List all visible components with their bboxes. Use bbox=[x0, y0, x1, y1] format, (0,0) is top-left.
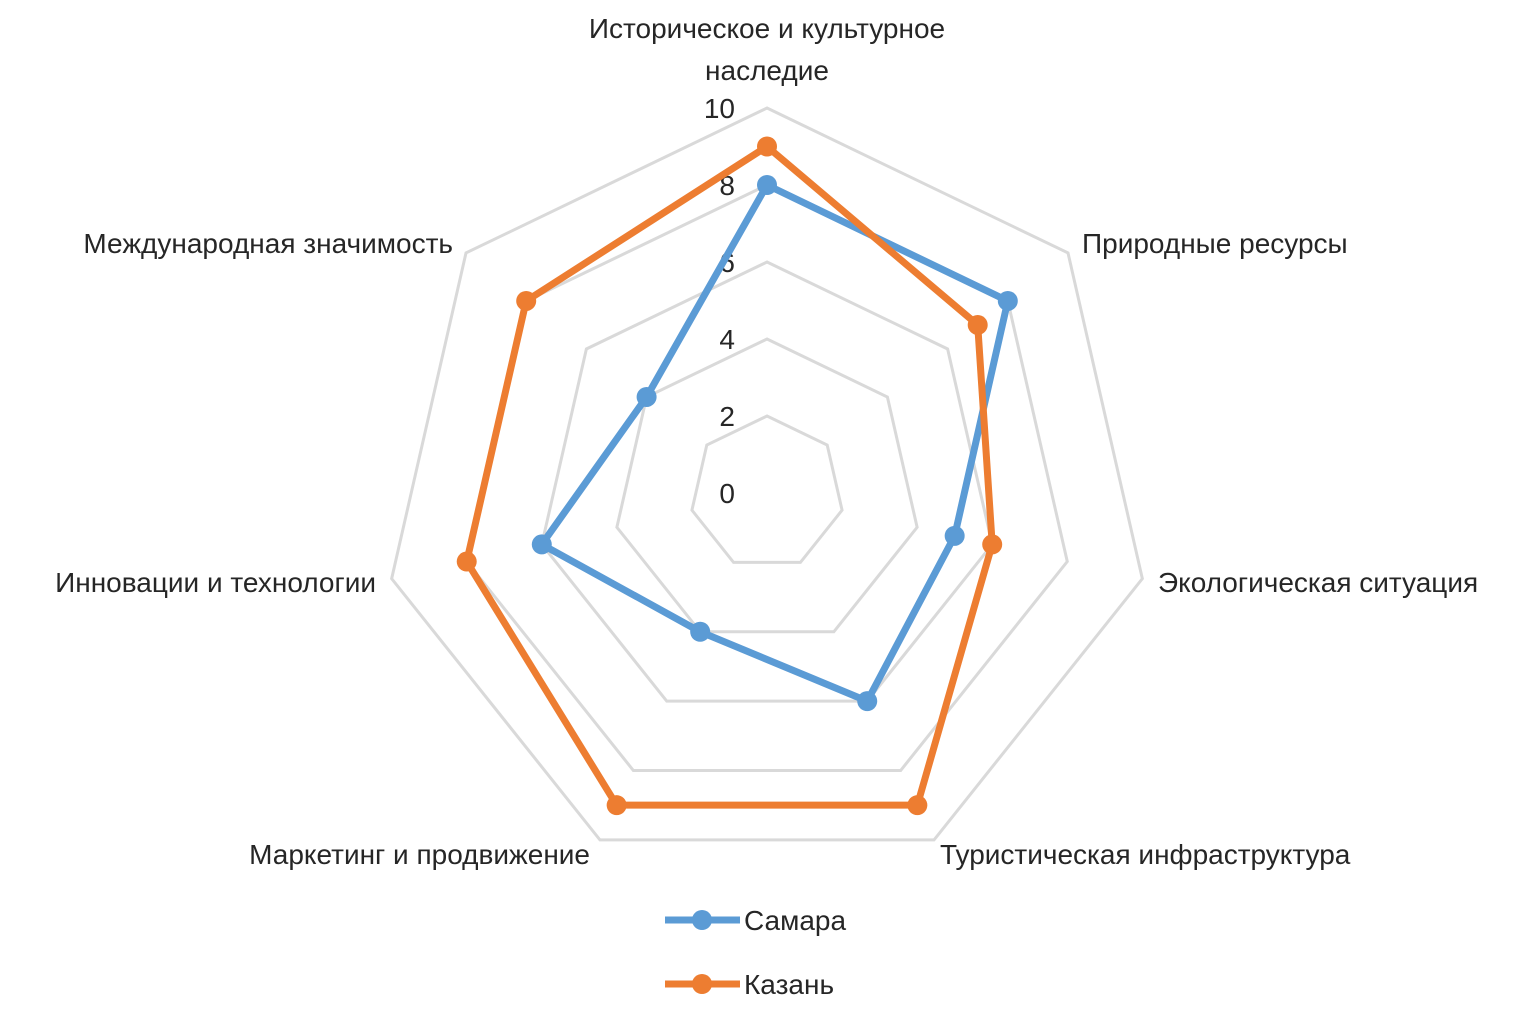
legend-marker bbox=[692, 910, 712, 930]
data-point bbox=[997, 290, 1018, 311]
grid-ring bbox=[615, 337, 919, 634]
tick-label: 10 bbox=[704, 93, 735, 124]
series-line bbox=[538, 181, 1012, 705]
data-point bbox=[907, 795, 928, 816]
data-point bbox=[516, 290, 537, 311]
legend: Самара Казань bbox=[665, 905, 847, 1000]
data-point bbox=[944, 525, 965, 546]
category-label: Международная значимость bbox=[83, 228, 453, 259]
data-point bbox=[967, 314, 988, 335]
series-layer bbox=[456, 136, 1018, 816]
data-point bbox=[531, 534, 552, 555]
data-point bbox=[857, 691, 878, 712]
data-point bbox=[690, 621, 711, 642]
series-line bbox=[463, 143, 996, 809]
grid-ring bbox=[390, 106, 1144, 842]
data-point bbox=[606, 795, 627, 816]
series-Самара bbox=[531, 175, 1018, 712]
category-label-line: наследие bbox=[705, 55, 829, 86]
data-point bbox=[982, 534, 1003, 555]
category-label: Историческое и культурное наследие bbox=[589, 13, 945, 86]
category-labels: Историческое и культурное наследие Природ… bbox=[55, 13, 1478, 870]
category-label-text: Международная значимость bbox=[83, 228, 453, 259]
grid-ring bbox=[690, 414, 844, 564]
category-label-text: Экологическая ситуация bbox=[1158, 567, 1478, 598]
tick-label: 2 bbox=[719, 401, 735, 432]
legend-marker bbox=[692, 974, 712, 994]
category-label-line: Историческое и культурное bbox=[589, 13, 945, 44]
legend-item: Казань bbox=[665, 969, 834, 1000]
tick-label: 4 bbox=[719, 324, 735, 355]
legend-label: Казань bbox=[744, 969, 834, 1000]
category-label: Туристическая инфраструктура bbox=[940, 839, 1351, 870]
category-label: Экологическая ситуация bbox=[1158, 567, 1478, 598]
legend-item: Самара bbox=[665, 905, 847, 936]
grid-ring bbox=[540, 260, 994, 703]
category-label-text: Инновации и технологии bbox=[55, 567, 376, 598]
category-label: Природные ресурсы bbox=[1082, 228, 1348, 259]
data-point bbox=[636, 386, 657, 407]
data-point bbox=[757, 136, 777, 157]
category-label-text: Маркетинг и продвижение bbox=[249, 839, 590, 870]
category-label-text: Туристическая инфраструктура bbox=[940, 839, 1351, 870]
data-point bbox=[456, 551, 477, 572]
category-label: Инновации и технологии bbox=[55, 567, 376, 598]
radar-grid bbox=[390, 106, 1144, 842]
data-point bbox=[757, 175, 777, 195]
series-Казань bbox=[456, 136, 1003, 816]
category-label-text: Природные ресурсы bbox=[1082, 228, 1348, 259]
legend-label: Самара bbox=[744, 905, 847, 936]
category-label: Маркетинг и продвижение bbox=[249, 839, 590, 870]
tick-label: 0 bbox=[719, 478, 735, 509]
